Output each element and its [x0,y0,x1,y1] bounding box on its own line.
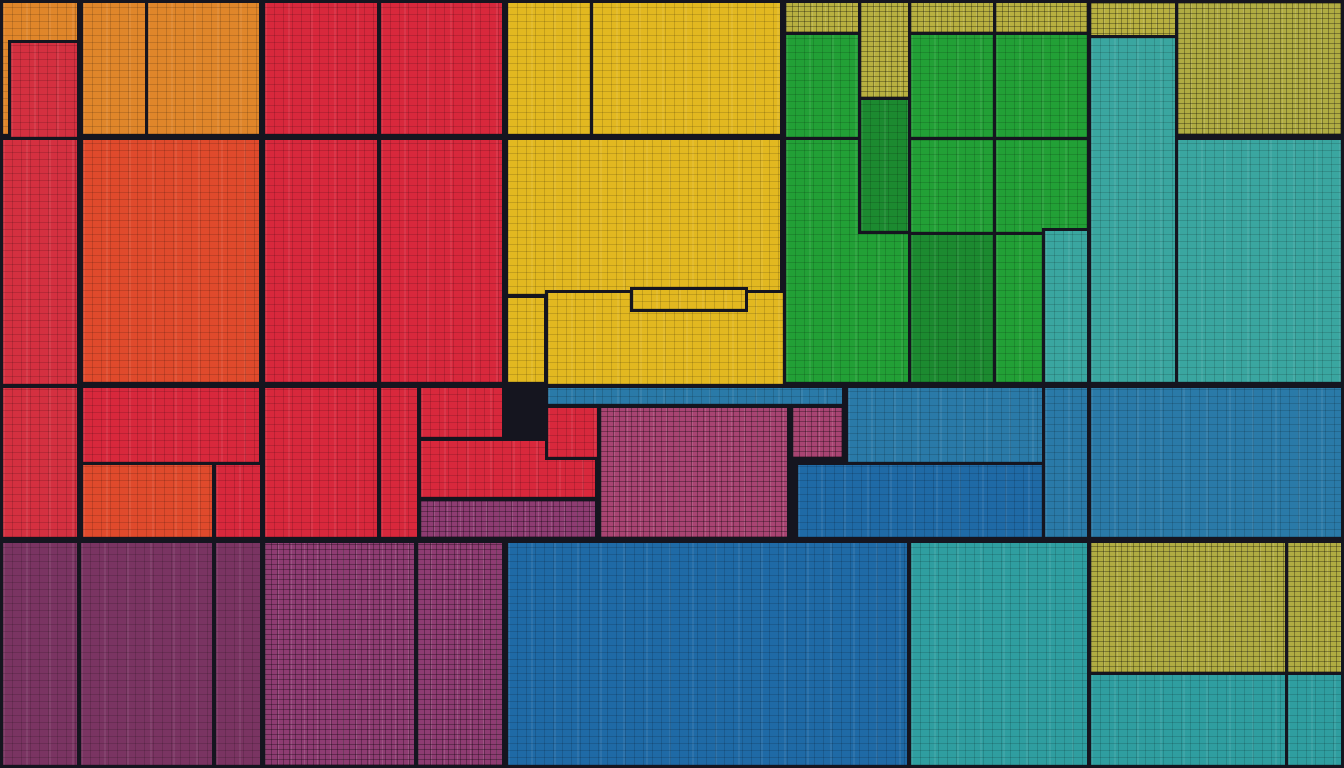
tile-red [378,0,505,137]
tile-red [262,137,380,385]
tile-yellow [505,295,547,385]
tile-red [213,462,263,540]
tile-blue [845,385,1045,465]
tile-pink-grid [790,405,845,460]
tile-yellow [505,137,783,297]
tile-olive-yellow [1088,540,1288,675]
tile-teal-bottom [908,540,1090,768]
tile-orange-red [80,462,215,540]
tile-purple-pink [262,540,417,768]
tile-blue-deep [795,462,1045,540]
tile-red [262,385,380,540]
tile-teal-bottom [1285,672,1344,768]
tile-teal [1042,228,1090,385]
tile-green [908,137,996,235]
tile-yellow-teal [908,0,996,35]
tile-green [993,32,1090,140]
tile-purple-pink [415,540,505,768]
tile-yellow-teal [858,0,911,100]
tile-olive-yellow [1175,0,1344,137]
tile-yellow [590,0,783,137]
tile-green [783,137,911,385]
tile-orange [145,0,262,137]
tile-blue [1088,385,1344,540]
tile-red [378,385,420,540]
tile-red [378,137,505,385]
tile-green-dark [908,232,996,385]
tile-purple-pink [418,498,598,540]
tile-green [783,32,861,140]
tile-green [908,32,996,140]
tile-pink-grid [598,405,790,540]
tile-green [993,137,1090,235]
tile-blue [1042,385,1090,540]
tile-teal [1088,35,1178,385]
tile-green-dark [858,97,911,234]
tile-crimson [8,40,80,140]
tile-blue-deep [505,540,910,768]
tile-crimson [0,385,80,540]
tile-orange-red [80,137,262,385]
tile-purple [213,540,263,768]
tile-red [262,0,380,137]
tile-olive-yellow [1285,540,1344,675]
tile-teal-bottom [1088,672,1288,768]
tile-purple [78,540,215,768]
tile-yellow-teal [993,0,1090,35]
tile-green [993,232,1045,385]
tile-yellow [630,287,748,312]
tile-red [545,405,600,460]
tile-blue [545,385,845,407]
tile-red [80,385,262,465]
tile-yellow-teal [783,0,861,35]
tile-red [418,385,505,440]
tile-teal [1175,137,1344,385]
tile-crimson [0,137,80,387]
tile-purple [0,540,80,768]
tile-yellow [505,0,593,137]
